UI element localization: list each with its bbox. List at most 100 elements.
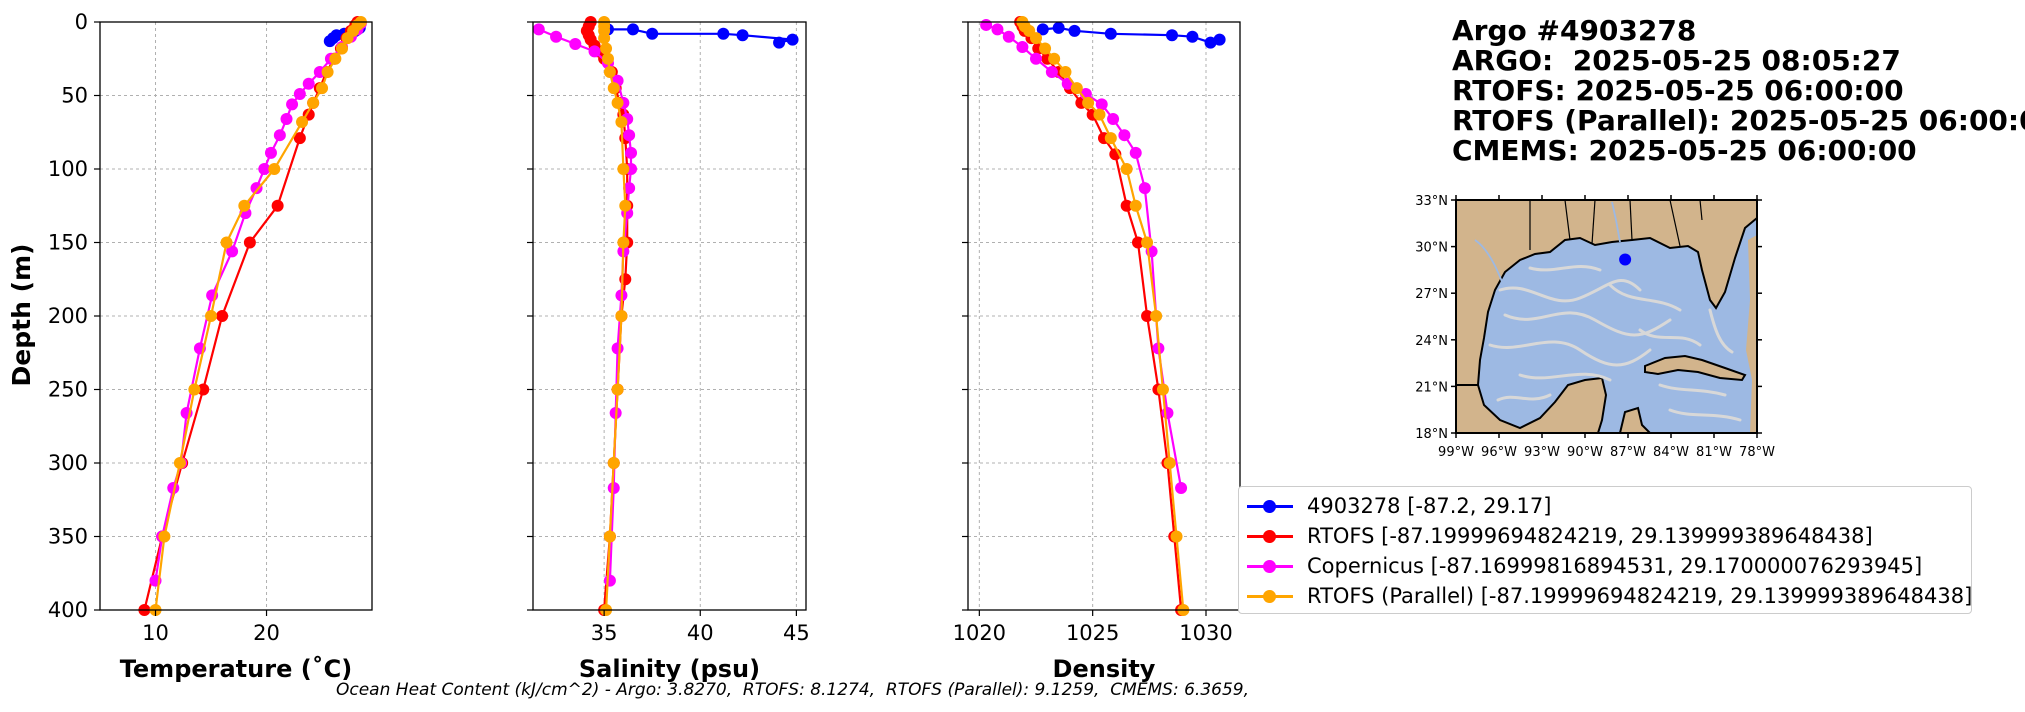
legend-label-rtofs: RTOFS [-87.19999694824219, 29.1399993896… — [1307, 524, 1873, 548]
series-group — [601, 23, 799, 49]
data-point — [1120, 199, 1133, 212]
data-point — [336, 42, 349, 55]
data-point — [1082, 96, 1095, 109]
data-point — [302, 77, 315, 90]
data-point — [286, 98, 299, 111]
series-line — [538, 28, 633, 581]
data-point — [623, 182, 636, 195]
data-point — [341, 32, 354, 45]
data-point — [226, 245, 239, 258]
footer-ohc-text: Ocean Heat Content (kJ/cm^2) - Argo: 3.8… — [336, 680, 1249, 700]
data-point — [991, 23, 1004, 36]
land-mexico — [1456, 376, 1608, 433]
y-tick-label: 200 — [48, 304, 88, 328]
legend-entry-copernicus: Copernicus [-87.16999816894531, 29.17000… — [1247, 551, 1922, 581]
title-argo-time: ARGO: 2025-05-25 08:05:27 — [1452, 44, 1901, 77]
data-point — [1039, 42, 1052, 55]
data-point — [617, 163, 630, 175]
title-cmems-time: CMEMS: 2025-05-25 06:00:00 — [1452, 134, 1917, 167]
data-point — [607, 82, 620, 95]
data-point — [773, 36, 786, 49]
data-point — [1138, 182, 1151, 195]
current-streamline — [1488, 340, 1652, 367]
data-point — [1016, 40, 1029, 53]
data-point — [1129, 199, 1142, 212]
data-point — [1107, 113, 1120, 126]
title-rtofs-time: RTOFS: 2025-05-25 06:00:00 — [1452, 74, 1904, 107]
data-point — [316, 82, 329, 95]
temperature-panel: 10 20050100150200250300350400Temperature … — [48, 10, 373, 683]
data-point — [980, 18, 993, 31]
current-streamline — [1608, 283, 1682, 312]
map-lat-label: 27°N — [1415, 287, 1448, 302]
title-argo-id: Argo #4903278 — [1452, 14, 1697, 47]
data-point — [280, 113, 293, 126]
data-point — [1036, 23, 1049, 36]
map-lat-label: 21°N — [1415, 380, 1448, 395]
data-point — [323, 35, 336, 48]
data-point — [736, 29, 749, 42]
state-border — [1669, 200, 1681, 247]
map-lon-label: 81°W — [1696, 445, 1732, 460]
footer-ohc: Ocean Heat Content (kJ/cm^2) - Argo: 3.8… — [0, 680, 2025, 700]
data-point — [1093, 108, 1106, 121]
data-point — [786, 33, 799, 46]
data-point — [1118, 129, 1131, 142]
data-point — [158, 530, 171, 543]
data-point — [1070, 82, 1083, 95]
data-point — [205, 310, 218, 322]
data-point — [1095, 98, 1108, 111]
map-lat-label: 33°N — [1415, 194, 1448, 209]
data-point — [1166, 29, 1178, 42]
data-point — [603, 530, 616, 543]
data-point — [607, 457, 620, 469]
data-point — [626, 23, 639, 36]
data-point — [1104, 132, 1117, 145]
data-point — [250, 182, 263, 195]
data-point — [617, 236, 630, 249]
map-lat-label: 30°N — [1415, 241, 1448, 256]
data-point — [293, 132, 306, 145]
data-point — [264, 146, 277, 159]
data-point — [268, 163, 281, 175]
y-tick-label: 400 — [48, 598, 88, 622]
series-line — [154, 22, 362, 581]
map-lat-label: 18°N — [1415, 427, 1448, 442]
current-streamline — [1518, 372, 1612, 382]
y-tick-label: 150 — [48, 231, 88, 255]
data-point — [1150, 310, 1163, 322]
plot-frame — [99, 21, 373, 611]
data-point — [601, 52, 614, 65]
land-cuba — [1644, 354, 1747, 382]
river — [1611, 201, 1621, 243]
map-lon-label: 87°W — [1610, 445, 1646, 460]
legend-label-copernicus: Copernicus [-87.16999816894531, 29.17000… — [1307, 554, 1923, 578]
series-group — [1036, 21, 1226, 49]
legend-entry-rtofs: RTOFS [-87.19999694824219, 29.1399993896… — [1247, 521, 1873, 551]
series-group — [149, 17, 367, 587]
data-point — [243, 236, 256, 249]
x-axis-label: Temperature (˚C) — [120, 655, 353, 683]
data-point — [271, 199, 284, 212]
data-point — [603, 574, 616, 587]
data-point — [533, 23, 545, 36]
x-tick-label: 20 — [253, 621, 280, 645]
data-point — [569, 38, 582, 51]
legend-label-argo: 4903278 [-87.2, 29.17] — [1307, 494, 1552, 518]
x-tick-label: 10 — [142, 621, 169, 645]
data-point — [598, 32, 611, 45]
plot-frame — [967, 21, 1241, 611]
title-block: Argo #4903278 ARGO: 2025-05-25 08:05:27 … — [1452, 16, 2025, 166]
x-tick-label: 35 — [591, 621, 618, 645]
x-tick-label: 1025 — [1066, 621, 1119, 645]
legend-marker-rtofs — [1247, 528, 1293, 544]
data-point — [623, 129, 636, 142]
data-point — [1161, 407, 1174, 420]
data-point — [1170, 530, 1183, 543]
location-map-plot: 33°N 30°N 27°N 24°N 21°N 18°N 99°W 96°W 93°W 90°W… — [1415, 194, 1775, 460]
data-point — [329, 52, 342, 65]
x-tick-label: 45 — [783, 621, 810, 645]
map-lon-label: 90°W — [1567, 445, 1603, 460]
plot-frame — [532, 21, 807, 611]
legend: 4903278 [-87.2, 29.17] RTOFS [-87.199996… — [1238, 486, 1972, 614]
